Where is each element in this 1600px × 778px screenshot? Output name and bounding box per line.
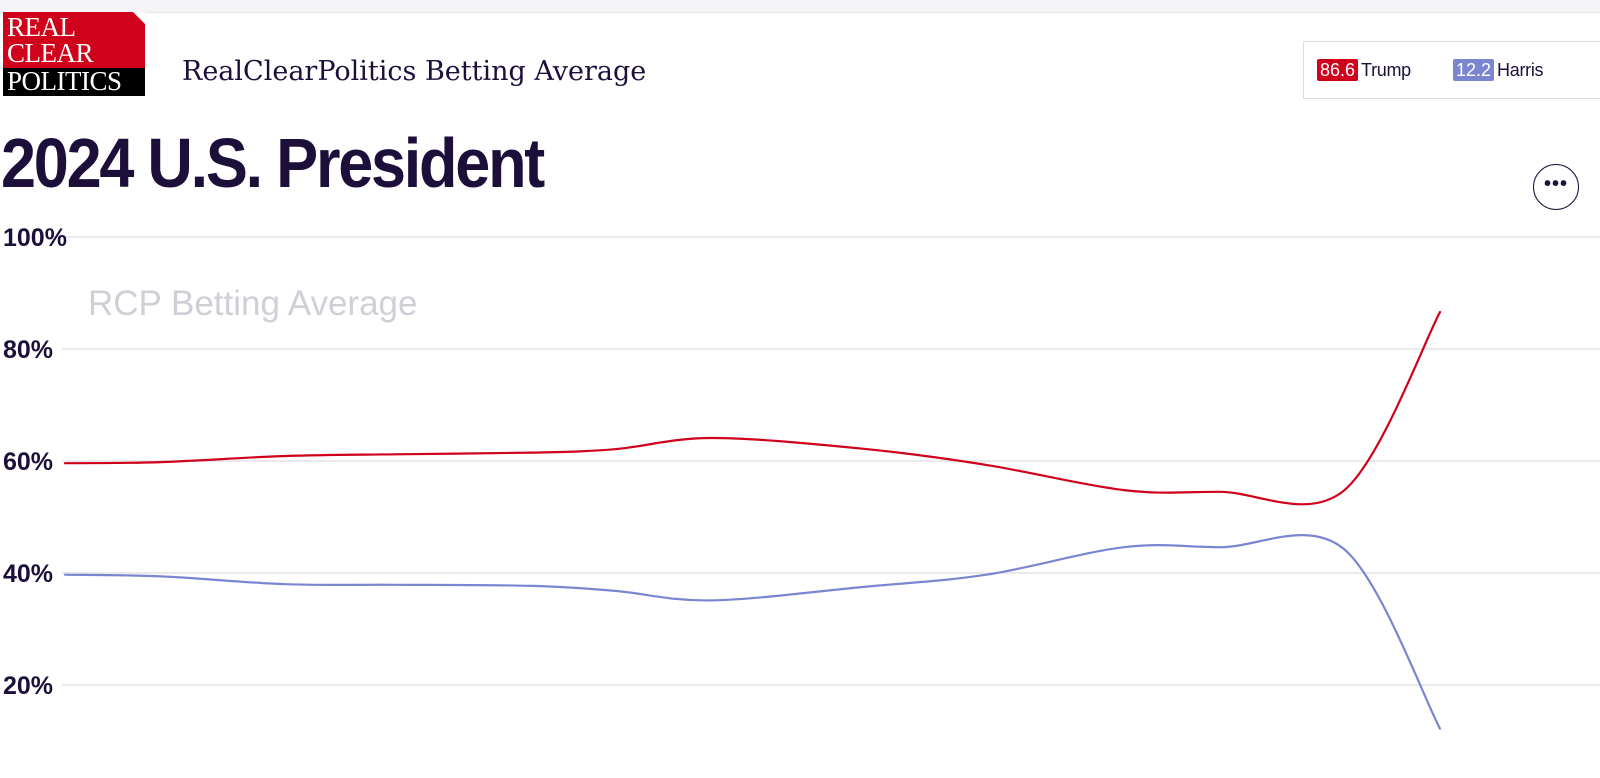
- logo-line-politics: POLITICS: [7, 66, 122, 96]
- more-horizontal-icon: •••: [1543, 173, 1568, 195]
- y-tick-label-40: 40%: [3, 560, 53, 588]
- more-options-button[interactable]: •••: [1533, 164, 1579, 210]
- legend-entry-trump: 86.6 Trump: [1317, 59, 1411, 81]
- top-bar: [0, 0, 1600, 13]
- logo-line-clear: CLEAR: [7, 38, 94, 68]
- y-axis-ticks: 100% 80% 60% 40% 20%: [3, 224, 67, 700]
- legend-value-trump: 86.6: [1317, 59, 1359, 81]
- logo-corner: [133, 12, 145, 24]
- page-title: 2024 U.S. President: [1, 124, 545, 202]
- legend-value-harris: 12.2: [1453, 59, 1495, 81]
- y-tick-label-60: 60%: [3, 448, 53, 476]
- legend: 86.6 Trump 12.2 Harris: [1303, 41, 1600, 99]
- legend-entry-harris: 12.2 Harris: [1453, 59, 1544, 81]
- series-line-harris[interactable]: [63, 534, 1442, 730]
- y-tick-label-80: 80%: [3, 336, 53, 364]
- grid-lines: [62, 236, 1600, 686]
- legend-name-harris: Harris: [1497, 59, 1544, 80]
- site-logo[interactable]: REAL CLEAR POLITICS: [3, 12, 145, 96]
- legend-name-trump: Trump: [1361, 59, 1411, 80]
- series-line-trump[interactable]: [63, 310, 1442, 506]
- logo-line-real: REAL: [7, 12, 76, 42]
- chart-series: [63, 310, 1442, 730]
- chart-title-watermark: RCP Betting Average: [88, 284, 417, 323]
- y-tick-label-20: 20%: [3, 672, 53, 700]
- y-tick-label-100: 100%: [3, 224, 67, 252]
- logo-red-block: [3, 12, 145, 68]
- site-title: RealClearPolitics Betting Average: [182, 56, 647, 87]
